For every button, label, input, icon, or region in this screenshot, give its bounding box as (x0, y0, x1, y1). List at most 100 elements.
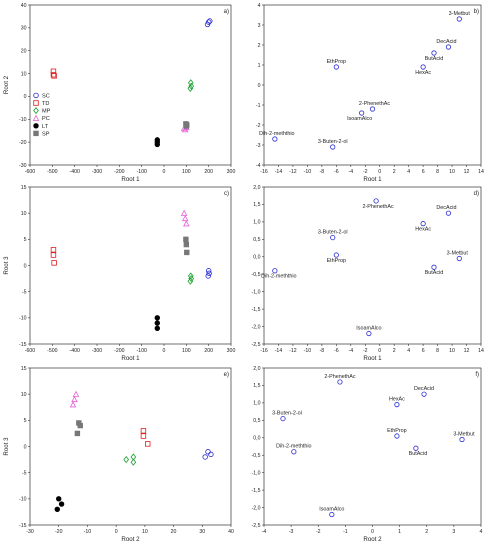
y-tick-label: 15 (21, 366, 27, 372)
y-tick-label: 0 (24, 263, 27, 269)
y-tick-label: 0,0 (253, 436, 260, 442)
y-tick-label: -2,0 (252, 324, 261, 330)
variable-point (369, 106, 376, 112)
x-tick-label: 6 (422, 169, 425, 175)
point-SP (183, 123, 190, 129)
x-tick-label: 0 (163, 348, 166, 354)
point-TD (50, 252, 57, 258)
y-tick-label: -1 (256, 103, 261, 109)
point-LT (154, 141, 160, 148)
x-tick-label: -2 (316, 529, 321, 535)
y-tick-label: -2 (256, 123, 261, 129)
y-tick-label: 0,5 (253, 237, 260, 243)
point-MP (123, 456, 130, 464)
x-tick-label: -16 (260, 348, 268, 354)
y-tick-label: 1,0 (253, 220, 260, 226)
y-tick-label: -3 (256, 143, 261, 149)
variable-label: Dih-2-meththio (276, 444, 311, 450)
x-tick-label: 300 (227, 169, 236, 175)
point-SP (77, 422, 83, 429)
y-tick-label: -2,5 (252, 523, 261, 529)
x-tick-label: 8 (436, 348, 439, 354)
point-LT (154, 315, 160, 321)
y-tick-label: 0,5 (253, 418, 260, 424)
x-tick-label: -12 (289, 348, 297, 354)
y-axis-label: Root 3 (3, 256, 10, 275)
y-tick-label: 40 (21, 3, 27, 9)
y-tick-label: 10 (21, 71, 27, 77)
x-tick-label: 40 (228, 529, 234, 535)
y-tick-label: 1 (258, 63, 261, 69)
x-tick-label: -200 (114, 169, 124, 175)
y-tick-label: -15 (19, 523, 27, 529)
variable-label: 3-Buten-2-ol (318, 230, 348, 236)
x-tick-label: -6 (334, 169, 339, 175)
point-LT (58, 501, 65, 507)
variable-label: 3-Metbut (447, 251, 469, 257)
variable-point (291, 449, 297, 455)
y-tick-label: -0,5 (252, 453, 261, 459)
y-tick-label: 0 (24, 94, 27, 100)
x-tick-label: 10 (449, 348, 455, 354)
y-tick-label: -10 (19, 316, 27, 322)
variable-point (421, 391, 427, 397)
y-tick-label: -1,5 (252, 307, 261, 313)
y-axis-label: Root 2 (3, 75, 10, 94)
legend-label-PC: PC (42, 116, 50, 122)
x-tick-label: 10 (142, 529, 148, 535)
panel-label: a) (224, 9, 229, 15)
y-tick-label: -5 (22, 289, 27, 295)
x-tick-label: -2 (363, 169, 368, 175)
x-tick-label: 4 (407, 169, 410, 175)
variable-point (272, 136, 278, 142)
y-tick-label: 2,0 (253, 185, 260, 191)
x-tick-label: -400 (69, 348, 79, 354)
y-tick-label: 1,0 (253, 401, 260, 407)
x-tick-label: -200 (114, 348, 124, 354)
x-tick-label: -12 (289, 169, 297, 175)
x-tick-label: -600 (25, 348, 35, 354)
x-tick-label: -500 (47, 348, 57, 354)
variable-label: DecAcid (436, 39, 456, 45)
variable-label: DecAcid (436, 205, 456, 211)
x-tick-label: 12 (464, 348, 470, 354)
variable-label: EthProp (327, 59, 346, 65)
panel-label: b) (474, 9, 479, 15)
x-tick-label: -1 (343, 529, 348, 535)
point-MP (187, 277, 194, 285)
x-tick-label: -400 (69, 169, 79, 175)
y-tick-label: -4 (256, 163, 261, 169)
variable-label: EthProp (387, 428, 406, 434)
x-tick-label: -14 (275, 348, 283, 354)
point-MP (188, 82, 195, 90)
x-tick-label: -10 (304, 348, 312, 354)
x-tick-label: 12 (464, 169, 470, 175)
point-LT (54, 506, 60, 512)
x-tick-label: -4 (348, 348, 353, 354)
legend-label-TD: TD (42, 101, 49, 107)
x-tick-label: -300 (92, 348, 102, 354)
plot-frame (263, 186, 482, 345)
y-tick-label: 3 (258, 23, 261, 29)
x-tick-label: -30 (26, 529, 34, 535)
x-axis-label: Root 2 (363, 536, 382, 543)
y-tick-label: 5 (24, 237, 27, 243)
chart-panel-d: -16 -14 -12 -10 -8 -6 -4 -2 0 2 4 6 8 10 12 14 -2,5 -2,0 -… (252, 185, 484, 362)
point-PC (181, 214, 189, 222)
y-tick-label: 0 (258, 83, 261, 89)
point-SC (207, 18, 213, 24)
variable-point (420, 221, 426, 227)
legend-marker-TD (33, 100, 39, 106)
x-tick-label: -16 (260, 169, 268, 175)
x-tick-label: -20 (55, 529, 63, 535)
x-tick-label: 3 (452, 529, 455, 535)
x-tick-label: 200 (204, 169, 213, 175)
y-tick-label: 10 (21, 211, 27, 217)
y-tick-label: -1,0 (252, 289, 261, 295)
point-SC (208, 451, 214, 458)
y-tick-label: -5 (22, 470, 27, 476)
variable-point (280, 415, 286, 422)
y-tick-label: -10 (19, 117, 27, 123)
